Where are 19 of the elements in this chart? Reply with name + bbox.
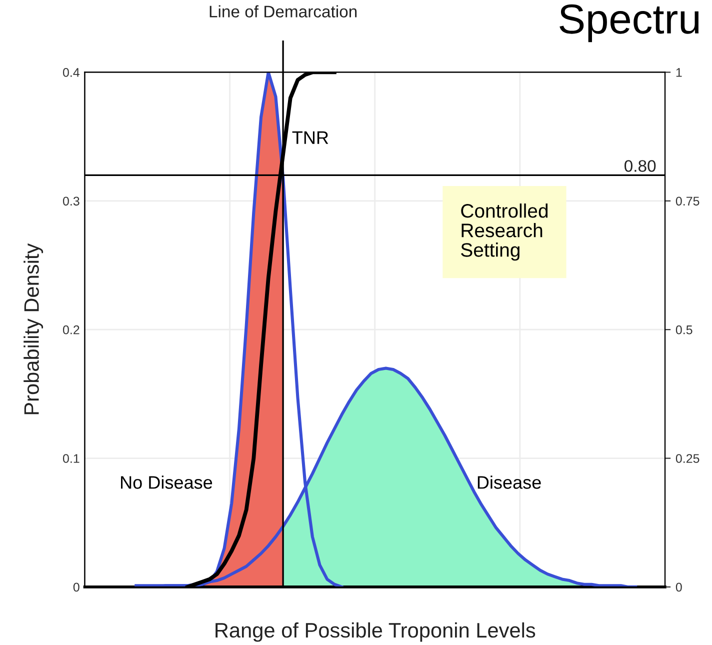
y2-tick-label: 0.75	[676, 196, 700, 206]
y2-tick-label: 0.25	[676, 454, 700, 463]
text: Line of Demarcation	[210, 5, 357, 18]
chart-title: Spectru	[560, 4, 699, 42]
y-tick-label: 0.4	[62, 68, 80, 77]
series-label: No Disease	[121, 476, 212, 489]
ref-line-label: 0.80	[624, 160, 656, 172]
y-axis-title: Probability Density	[24, 243, 44, 414]
y2-tick-label: 1	[676, 68, 682, 77]
y2-tick-label: 0	[676, 582, 682, 592]
series-label: TNR	[292, 131, 328, 144]
y-tick-label: 0.2	[62, 325, 80, 334]
annotation: Controlled Research Setting	[461, 203, 548, 261]
y-tick-label: 0	[73, 582, 80, 592]
y-tick-label: 0.3	[62, 196, 80, 206]
y2-tick-label: 0.5	[676, 325, 692, 334]
x-axis-title: Range of Possible Troponin Levels	[216, 622, 536, 642]
y-tick-label: 0.1	[62, 454, 80, 463]
series-label: Disease	[478, 476, 541, 489]
